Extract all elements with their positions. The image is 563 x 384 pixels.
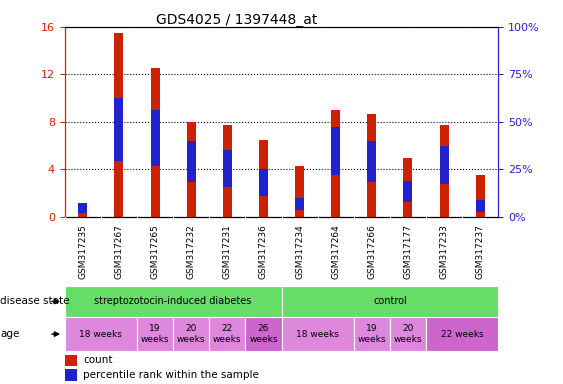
Bar (65, 317, 137, 351)
Text: 20
weeks: 20 weeks (177, 324, 205, 344)
Text: GSM317267: GSM317267 (114, 224, 123, 279)
Text: GSM317231: GSM317231 (223, 224, 232, 279)
Bar (295, 166, 304, 217)
Text: 18 weeks: 18 weeks (296, 329, 339, 339)
Bar (223, 151, 232, 187)
Text: GSM317234: GSM317234 (295, 224, 304, 279)
Text: GSM317232: GSM317232 (187, 224, 196, 279)
Text: GDS4025 / 1397448_at: GDS4025 / 1397448_at (156, 13, 317, 27)
Bar (367, 141, 376, 182)
Bar (78, 203, 87, 213)
Text: streptozotocin-induced diabetes: streptozotocin-induced diabetes (95, 296, 252, 306)
Bar (114, 33, 123, 217)
Text: 22
weeks: 22 weeks (213, 324, 242, 344)
Text: GSM317236: GSM317236 (259, 224, 268, 279)
Text: 26
weeks: 26 weeks (249, 324, 278, 344)
Bar (173, 317, 209, 351)
Bar (259, 169, 268, 196)
Bar (137, 317, 173, 351)
Bar (78, 205, 87, 217)
Text: percentile rank within the sample: percentile rank within the sample (83, 370, 259, 380)
Bar (404, 181, 413, 202)
Text: disease state: disease state (0, 296, 69, 306)
Bar (476, 200, 485, 212)
Bar (404, 157, 413, 217)
Bar (367, 114, 376, 217)
Text: GSM317233: GSM317233 (440, 224, 449, 279)
Text: age: age (0, 329, 19, 339)
Bar (282, 286, 498, 317)
Bar (150, 110, 159, 167)
Bar (65, 286, 282, 317)
Bar (331, 110, 340, 217)
Bar (187, 141, 196, 182)
Text: 18 weeks: 18 weeks (79, 329, 122, 339)
Text: 22 weeks: 22 weeks (441, 329, 484, 339)
Bar (150, 68, 159, 217)
Text: GSM317235: GSM317235 (78, 224, 87, 279)
Bar (476, 175, 485, 217)
Text: control: control (373, 296, 406, 306)
Bar (209, 317, 245, 351)
Bar (65, 369, 77, 381)
Text: GSM317177: GSM317177 (404, 224, 413, 279)
Bar (187, 122, 196, 217)
Bar (426, 317, 498, 351)
Text: GSM317264: GSM317264 (331, 224, 340, 279)
Bar (440, 126, 449, 217)
Bar (295, 198, 304, 210)
Bar (245, 317, 282, 351)
Text: GSM317265: GSM317265 (150, 224, 159, 279)
Bar (354, 317, 390, 351)
Bar (440, 146, 449, 184)
Text: GSM317237: GSM317237 (476, 224, 485, 279)
Text: 20
weeks: 20 weeks (394, 324, 422, 344)
Bar (223, 126, 232, 217)
Bar (390, 317, 426, 351)
Bar (282, 317, 354, 351)
Text: 19
weeks: 19 weeks (358, 324, 386, 344)
Bar (114, 98, 123, 161)
Bar (259, 140, 268, 217)
Bar (65, 355, 77, 366)
Text: GSM317266: GSM317266 (367, 224, 376, 279)
Bar (331, 127, 340, 175)
Text: count: count (83, 356, 113, 366)
Text: 19
weeks: 19 weeks (141, 324, 169, 344)
